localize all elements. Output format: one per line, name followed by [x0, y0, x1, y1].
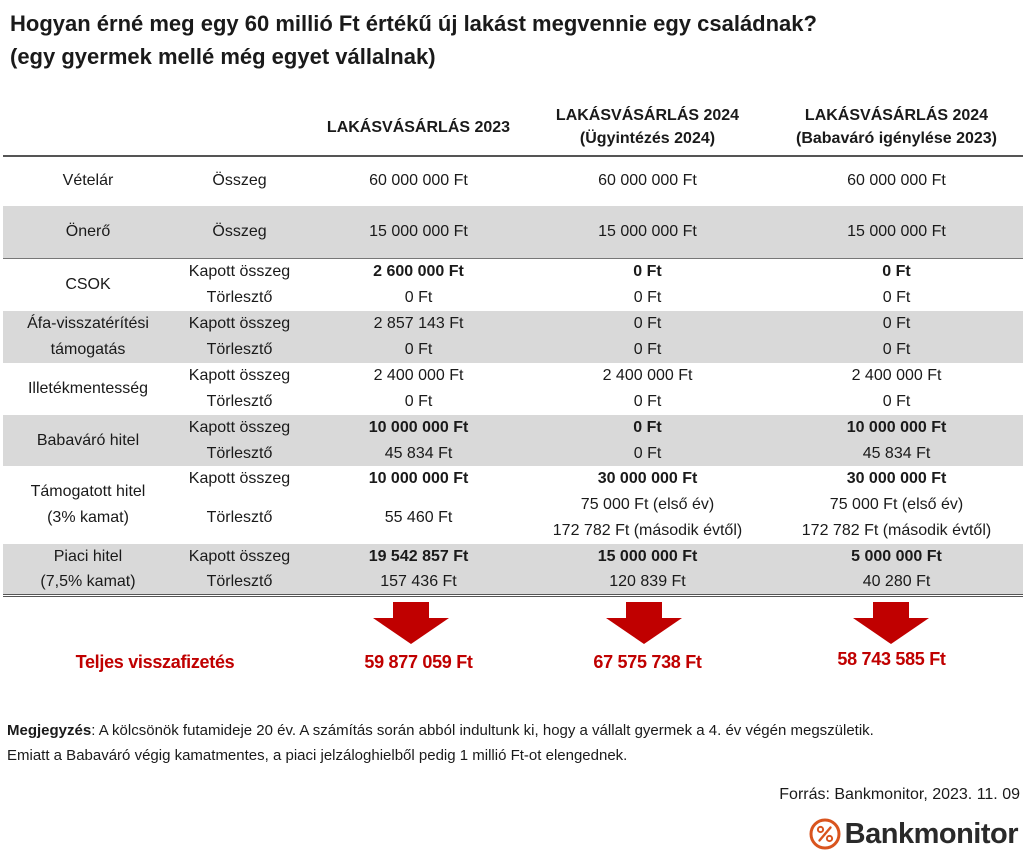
table-row-piaci-hitel: Piaci hitel (7,5% kamat) Kapott összeg T… — [3, 544, 1023, 594]
row-label: CSOK — [65, 276, 111, 293]
value-2024: 0 Ft 0 Ft — [633, 263, 662, 306]
total-label: Teljes visszafizetés — [75, 652, 235, 672]
value-2023: 60 000 000 Ft — [369, 171, 468, 189]
footnote-text-2: Emiatt a Babaváró végig kamatmentes, a p… — [7, 747, 628, 764]
value-2024-babavaro-torleszto: 75 000 Ft (első év) 172 782 Ft (második … — [801, 496, 992, 539]
row-sublabel-torleszto: Törlesztő — [206, 509, 273, 526]
percent-icon — [809, 818, 841, 850]
total-2023: 59 877 059 Ft — [364, 652, 473, 672]
down-arrow-icon — [606, 602, 682, 644]
row-label: Önerő — [65, 223, 111, 240]
page-title: Hogyan érné meg egy 60 millió Ft értékű … — [10, 7, 817, 73]
row-sublabels: Kapott összeg Törlesztő — [188, 263, 291, 306]
table-row-csok: CSOK Kapott összeg Törlesztő 2 600 000 F… — [3, 259, 1023, 311]
footnote-text-1: : A kölcsönök futamideje 20 év. A számít… — [91, 722, 874, 739]
value-2023: 15 000 000 Ft — [369, 223, 468, 240]
bankmonitor-logo: Bankmonitor — [809, 814, 1019, 854]
value-2024-babavaro: 15 000 000 Ft — [847, 223, 946, 240]
table-row-onero: Önerő Összeg 15 000 000 Ft 15 000 000 Ft… — [3, 206, 1023, 258]
title-line-1: Hogyan érné meg egy 60 millió Ft értékű … — [10, 11, 817, 36]
value-2024-babavaro: 0 Ft 0 Ft — [882, 263, 911, 306]
row-label: Vételár — [62, 171, 114, 189]
value-2023: 10 000 000 Ft 45 834 Ft — [368, 418, 469, 462]
value-2024-babavaro: 2 400 000 Ft 0 Ft — [851, 367, 942, 410]
table-row-babavaro: Babaváró hitel Kapott összeg Törlesztő 1… — [3, 415, 1023, 466]
value-2024: 0 Ft 0 Ft — [633, 315, 662, 358]
row-label: Piaci hitel (7,5% kamat) — [40, 548, 136, 590]
logo-text: Bankmonitor — [844, 817, 1019, 850]
down-arrow-icon — [373, 602, 449, 644]
table-row-vetelar: Vételár Összeg 60 000 000 Ft 60 000 000 … — [3, 155, 1023, 206]
source-text: Forrás: Bankmonitor, 2023. 11. 09 — [779, 786, 1020, 803]
value-2024: 15 000 000 Ft — [598, 223, 697, 240]
value-2023: 2 400 000 Ft 0 Ft — [373, 367, 464, 410]
row-sublabels: Kapott összeg Törlesztő — [188, 315, 291, 358]
value-2023: 2 600 000 Ft 0 Ft — [373, 263, 464, 306]
row-label: Támogatott hitel (3% kamat) — [30, 483, 146, 526]
value-2024: 2 400 000 Ft 0 Ft — [602, 367, 693, 410]
value-2024-babavaro: 60 000 000 Ft — [847, 171, 946, 189]
row-sublabels: Kapott összeg Törlesztő — [188, 548, 291, 590]
table-bottom-divider — [3, 594, 1023, 599]
footnote-label: Megjegyzés — [7, 722, 92, 739]
value-2023: 19 542 857 Ft 157 436 Ft — [368, 548, 469, 590]
header-divider — [3, 155, 1023, 157]
header-lakasvasarlas-2024: LAKÁSVÁSÁRLÁS 2024 (Ügyintézés 2024) — [555, 107, 740, 147]
table-row-illetekmentesseg: Illetékmentesség Kapott összeg Törlesztő… — [3, 363, 1023, 415]
title-line-2: (egy gyermek mellé még egyet vállalnak) — [10, 44, 436, 69]
value-2023-torleszto: 55 460 Ft — [384, 509, 453, 526]
table-row-afa: Áfa-visszatérítési támogatás Kapott össz… — [3, 311, 1023, 363]
row-sublabels: Kapott összeg Törlesztő — [188, 418, 291, 462]
value-2024-babavaro: 0 Ft 0 Ft — [882, 315, 911, 358]
footnote: Megjegyzés: A kölcsönök futamideje 20 év… — [7, 718, 1025, 768]
total-2024-babavaro: 58 743 585 Ft — [837, 649, 946, 669]
value-2024: 0 Ft 0 Ft — [633, 418, 662, 462]
section-divider — [3, 258, 1023, 259]
header-lakasvasarlas-2024-babavaro: LAKÁSVÁSÁRLÁS 2024 (Babaváró igénylése 2… — [796, 107, 997, 147]
down-arrow-icon — [853, 602, 929, 644]
value-2024-babavaro: 5 000 000 Ft 40 280 Ft — [851, 548, 942, 590]
row-sublabels: Kapott összeg Törlesztő — [188, 367, 291, 410]
row-sublabel-kapott: Kapott összeg — [188, 470, 291, 487]
value-2024: 15 000 000 Ft 120 839 Ft — [597, 548, 698, 590]
header-lakasvasarlas-2023: LAKÁSVÁSÁRLÁS 2023 — [326, 118, 511, 136]
value-2024-babavaro-kapott: 30 000 000 Ft — [846, 470, 947, 487]
value-2023: 2 857 143 Ft 0 Ft — [373, 315, 464, 358]
row-label: Áfa-visszatérítési támogatás — [27, 315, 149, 358]
value-2024-kapott: 30 000 000 Ft — [597, 470, 698, 487]
table-row-tamogatott-hitel: Támogatott hitel (3% kamat) Kapott össze… — [3, 466, 1023, 544]
value-2024: 60 000 000 Ft — [598, 171, 697, 189]
row-label: Babaváró hitel — [36, 431, 140, 449]
row-sublabel: Összeg — [212, 223, 267, 240]
total-2024: 67 575 738 Ft — [593, 652, 702, 672]
value-2023-kapott: 10 000 000 Ft — [368, 470, 469, 487]
value-2024-torleszto: 75 000 Ft (első év) 172 782 Ft (második … — [552, 496, 743, 539]
row-sublabel: Összeg — [212, 171, 267, 189]
value-2024-babavaro: 10 000 000 Ft 45 834 Ft — [846, 418, 947, 462]
row-label: Illetékmentesség — [27, 380, 149, 397]
